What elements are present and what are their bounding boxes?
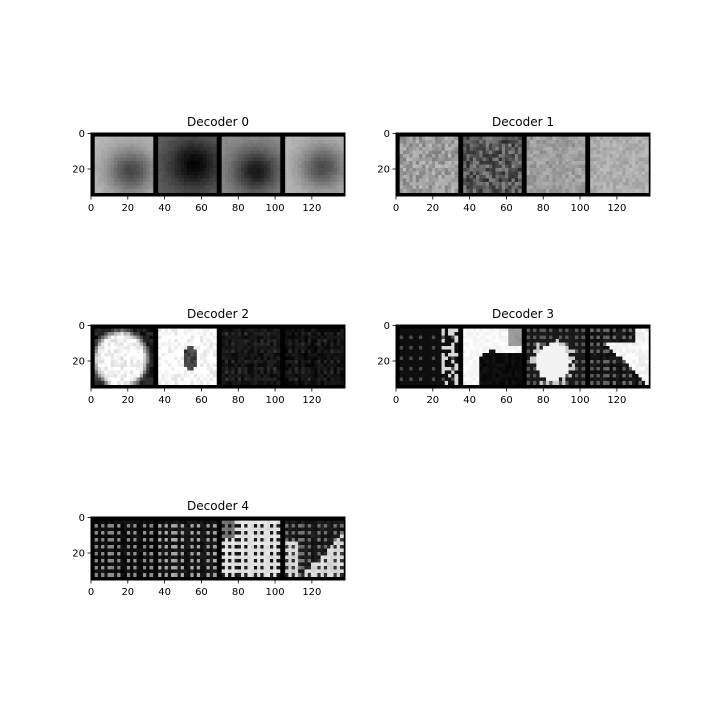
x-tick-label: 60 — [500, 203, 513, 214]
tile-2 — [221, 136, 281, 193]
x-tick-label: 0 — [88, 395, 94, 406]
x-tick-label: 100 — [571, 395, 590, 406]
tile-1 — [463, 136, 522, 193]
x-tick-label: 40 — [463, 395, 476, 406]
panel-title: Decoder 3 — [492, 307, 554, 321]
y-tick-label: 20 — [72, 549, 85, 560]
tile-1 — [158, 136, 217, 193]
tile-0 — [94, 328, 154, 385]
x-tick-label: 0 — [88, 203, 94, 214]
axes-frame — [395, 132, 651, 197]
x-tick-label: 20 — [121, 203, 134, 214]
x-tick-label: 60 — [195, 587, 208, 598]
tile-2 — [221, 328, 281, 385]
decoder-panel-0: Decoder 0 0 20 40 60 80 100 120 0 20 — [60, 114, 360, 224]
tile-3 — [285, 328, 344, 385]
tile-2 — [526, 328, 586, 385]
decoder-2-svg: Decoder 2 0 20 40 60 80 100 120 0 20 — [72, 307, 346, 406]
panel-title: Decoder 4 — [187, 499, 249, 513]
axes-frame — [395, 324, 651, 389]
x-tick-label: 120 — [302, 395, 321, 406]
x-tick-label: 40 — [463, 203, 476, 214]
x-tick-label: 120 — [302, 587, 321, 598]
decoder-panel-4: Decoder 4 0 20 40 60 80 100 120 0 20 — [60, 498, 360, 608]
decoder-3-svg: Decoder 3 0 20 40 60 80 100 120 0 20 — [377, 307, 651, 406]
tile-2 — [526, 136, 586, 193]
panel-title: Decoder 0 — [187, 115, 249, 129]
x-tick-label: 80 — [232, 203, 245, 214]
x-tick-label: 60 — [195, 395, 208, 406]
tile-0 — [399, 328, 459, 385]
x-tick-label: 80 — [537, 203, 550, 214]
x-tick-label: 40 — [158, 203, 171, 214]
tile-0 — [94, 136, 154, 193]
x-tick-label: 120 — [302, 203, 321, 214]
tile-3 — [285, 136, 344, 193]
y-tick-label: 20 — [377, 165, 390, 176]
y-tick-label: 0 — [384, 321, 390, 332]
axes-frame — [90, 132, 346, 197]
x-tick-label: 100 — [266, 203, 285, 214]
x-tick-label: 80 — [232, 395, 245, 406]
x-tick-label: 80 — [537, 395, 550, 406]
y-tick-label: 0 — [79, 513, 85, 524]
decoder-0-svg: Decoder 0 0 20 40 60 80 100 120 0 20 — [72, 115, 346, 214]
x-tick-label: 120 — [607, 203, 626, 214]
x-tick-label: 80 — [232, 587, 245, 598]
x-tick-label: 100 — [571, 203, 590, 214]
x-tick-label: 60 — [195, 203, 208, 214]
tile-1 — [158, 520, 217, 577]
x-tick-label: 100 — [266, 395, 285, 406]
axes-frame — [90, 324, 346, 389]
y-tick-label: 20 — [377, 357, 390, 368]
x-tick-label: 60 — [500, 395, 513, 406]
y-tick-label: 0 — [384, 129, 390, 140]
x-tick-label: 40 — [158, 587, 171, 598]
x-tick-label: 20 — [121, 395, 134, 406]
decoder-4-svg: Decoder 4 0 20 40 60 80 100 120 0 20 — [72, 499, 346, 598]
panel-title: Decoder 1 — [492, 115, 554, 129]
decoder-panel-3: Decoder 3 0 20 40 60 80 100 120 0 20 — [365, 306, 665, 416]
tile-3 — [590, 328, 649, 385]
decoder-1-svg: Decoder 1 0 20 40 60 80 100 120 0 20 — [377, 115, 651, 214]
tile-0 — [94, 520, 154, 577]
y-tick-label: 0 — [79, 129, 85, 140]
x-tick-label: 0 — [393, 395, 399, 406]
y-tick-label: 20 — [72, 165, 85, 176]
tile-3 — [285, 520, 344, 577]
panel-title: Decoder 2 — [187, 307, 249, 321]
x-tick-label: 20 — [426, 203, 439, 214]
tile-1 — [463, 328, 522, 385]
axes-frame — [90, 516, 346, 581]
x-tick-label: 100 — [266, 587, 285, 598]
x-tick-label: 40 — [158, 395, 171, 406]
tile-2 — [221, 520, 281, 577]
decoder-panel-1: Decoder 1 0 20 40 60 80 100 120 0 20 — [365, 114, 665, 224]
x-tick-label: 20 — [121, 587, 134, 598]
tile-3 — [590, 136, 649, 193]
x-tick-label: 0 — [393, 203, 399, 214]
tile-1 — [158, 328, 217, 385]
decoder-panel-2: Decoder 2 0 20 40 60 80 100 120 0 20 — [60, 306, 360, 416]
y-tick-label: 0 — [79, 321, 85, 332]
tile-0 — [399, 136, 459, 193]
y-tick-label: 20 — [72, 357, 85, 368]
x-tick-label: 0 — [88, 587, 94, 598]
x-tick-label: 120 — [607, 395, 626, 406]
x-tick-label: 20 — [426, 395, 439, 406]
